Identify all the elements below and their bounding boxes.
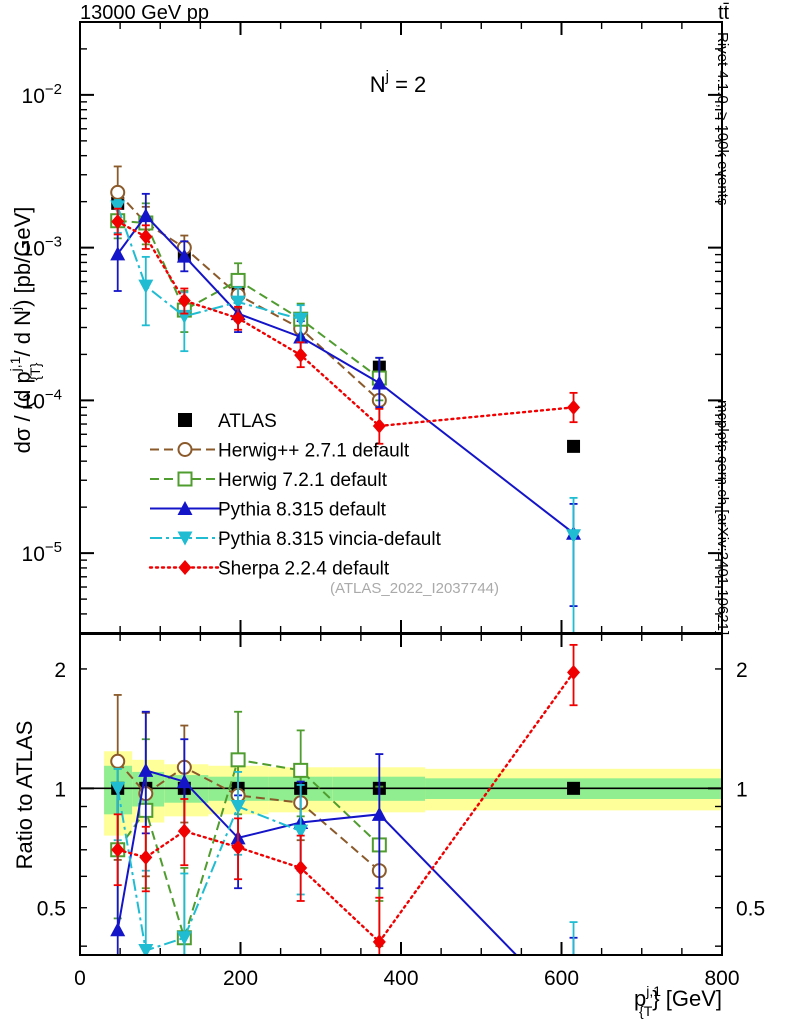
y-tick-label: 10−3	[22, 234, 62, 261]
data-point-marker	[178, 560, 192, 575]
data-point-marker	[176, 248, 192, 263]
data-point-marker	[178, 413, 192, 427]
data-point-marker	[371, 806, 387, 821]
data-point-marker	[567, 439, 581, 453]
ratio-y-tick-label-right: 2	[736, 659, 748, 682]
data-point-marker	[111, 214, 125, 230]
series-pythia-8-315-default-ratio	[110, 710, 578, 955]
data-point-marker	[110, 922, 126, 937]
ratio-y-tick-label-right: 0.5	[736, 898, 765, 921]
x-tick-label: 400	[383, 967, 418, 990]
data-point-marker	[230, 272, 246, 288]
ratio-y-tick-labels: 2 2 1 1 0.5 0.5	[37, 659, 765, 921]
y-tick-label: 10−4	[22, 386, 62, 413]
data-point-marker	[567, 399, 581, 415]
x-tick-label: 600	[544, 967, 579, 990]
data-point-marker	[566, 529, 582, 544]
data-point-marker	[293, 824, 309, 839]
legend-item-herwig-7-2-1-default[interactable]: Herwig 7.2.1 default	[150, 470, 388, 491]
data-point-marker	[139, 849, 153, 865]
legend-label: Herwig 7.2.1 default	[218, 470, 388, 491]
x-tick-label: 200	[223, 967, 258, 990]
x-tick-label: 800	[704, 967, 739, 990]
y-tick-label: 10−2	[22, 81, 62, 108]
series-line	[116, 758, 381, 942]
data-point-marker	[230, 295, 246, 310]
x-tick-label: 0	[74, 967, 86, 990]
data-point-marker	[138, 208, 154, 223]
legend: ATLAS Herwig++ 2.7.1 default Herwig 7.2.1 …	[148, 411, 442, 580]
data-point-marker	[177, 471, 193, 487]
data-point-marker	[110, 753, 126, 769]
legend-label: Herwig++ 2.7.1 default	[218, 441, 410, 462]
series-herwig-7-2-1-default-ratio	[110, 710, 387, 955]
data-point-marker	[293, 762, 309, 778]
legend-item-herwig-2-7-1-default[interactable]: Herwig++ 2.7.1 default	[150, 441, 410, 462]
legend-item-pythia-8-315-vincia-default[interactable]: Pythia 8.315 vincia-default	[150, 529, 442, 550]
data-point-marker	[372, 418, 386, 434]
series-herwig-2-7-1-default-main	[110, 165, 387, 425]
dataset-watermark: (ATLAS_2022_I2037744)	[330, 580, 499, 597]
data-point-marker	[177, 501, 193, 515]
ratio-y-tick-label-left: 1	[54, 778, 66, 801]
ratio-y-tick-label-left: 0.5	[37, 898, 66, 921]
data-point-marker	[138, 762, 154, 777]
data-point-marker	[177, 442, 193, 457]
data-point-marker	[110, 781, 126, 796]
data-point-marker	[139, 229, 153, 245]
main-y-log-ticks	[80, 21, 722, 634]
data-point-marker	[231, 839, 245, 855]
series-pythia-8-315-vincia-default-ratio	[110, 767, 578, 955]
data-point-marker	[176, 774, 192, 789]
data-point-marker	[231, 310, 245, 326]
legend-item-sherpa-2-2-4-default[interactable]: Sherpa 2.2.4 default	[148, 559, 390, 580]
data-point-marker	[177, 823, 191, 839]
data-point-marker	[230, 752, 246, 768]
series-line	[116, 191, 381, 402]
data-point-marker	[567, 664, 581, 680]
data-point-marker	[177, 293, 191, 309]
series-sherpa-2-2-4-default-main	[111, 207, 581, 445]
data-point-marker	[110, 184, 126, 200]
legend-label: Pythia 8.315 default	[218, 500, 387, 521]
data-point-marker	[371, 375, 387, 390]
data-point-marker	[230, 799, 246, 814]
data-point-marker	[567, 781, 581, 795]
data-point-marker	[110, 246, 126, 261]
data-point-marker	[110, 200, 126, 215]
data-point-marker	[372, 934, 386, 950]
legend-label: Pythia 8.315 vincia-default	[218, 529, 442, 550]
legend-item-pythia-8-315-default[interactable]: Pythia 8.315 default	[150, 500, 387, 521]
legend-item-atlas[interactable]: ATLAS	[178, 411, 277, 432]
data-point-marker	[294, 347, 308, 363]
data-point-marker	[138, 944, 154, 955]
legend-label: ATLAS	[218, 411, 277, 432]
main-y-axis-label: dσ / (d pj,1 {T} / d Nj) [pb/GeV]	[7, 207, 43, 454]
header-left-label: 13000 GeV pp	[80, 2, 209, 24]
data-point-marker	[177, 531, 193, 546]
ratio-y-log-ticks	[80, 668, 722, 947]
ratio-y-axis-label: Ratio to ATLAS	[12, 721, 37, 870]
y-tick-label: 10−5	[22, 539, 62, 566]
main-y-tick-labels: 10−2 10−3 10−4 10−5	[22, 81, 62, 566]
ratio-y-tick-label-right: 1	[736, 778, 748, 801]
legend-label: Sherpa 2.2.4 default	[218, 559, 390, 580]
data-point-marker	[138, 279, 154, 294]
x-axis-ticks: 0 200 400 600 800	[74, 22, 740, 990]
njets-annotation: Nj = 2	[370, 68, 427, 97]
series-sherpa-2-2-4-default-ratio	[111, 643, 581, 955]
data-point-marker	[293, 312, 309, 327]
ratio-y-tick-label-left: 2	[54, 659, 66, 682]
header-right-label: tt̄	[718, 2, 730, 24]
data-point-marker	[111, 842, 125, 858]
series-line	[117, 219, 380, 379]
data-point-marker	[294, 860, 308, 876]
x-axis-label: pj,1 {T} [GeV]	[634, 983, 722, 1019]
series-herwig-7-2-1-default-main	[110, 202, 387, 402]
data-point-marker	[176, 931, 192, 946]
